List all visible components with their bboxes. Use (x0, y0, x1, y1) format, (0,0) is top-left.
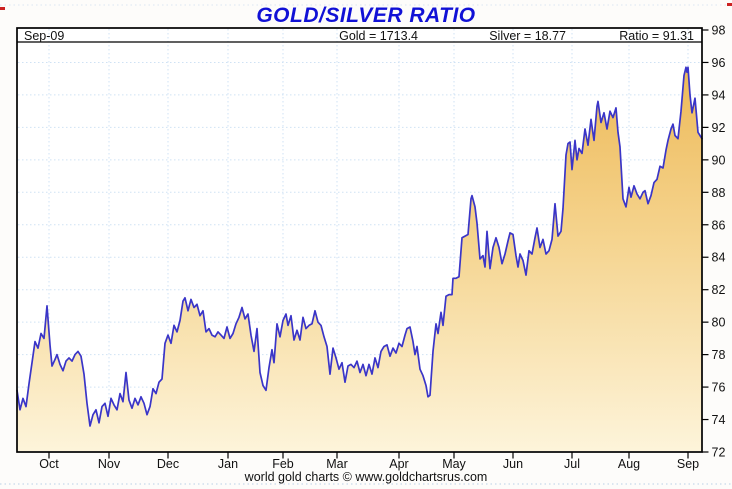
y-tick-label: 90 (712, 153, 726, 167)
x-tick-label: Aug (618, 457, 640, 471)
y-tick-label: 92 (712, 121, 726, 135)
plot-border (16, 27, 703, 453)
y-tick-label: 98 (712, 24, 726, 38)
x-tick-label: Jan (218, 457, 238, 471)
y-tick-label: 86 (712, 218, 726, 232)
x-tick-label: Mar (326, 457, 348, 471)
plot-area: 72 74 76 78 80 82 84 86 88 90 92 94 96 98 Oct Nov Dec Jan… (16, 24, 726, 471)
header-date-label: Sep-09 (24, 29, 64, 43)
x-tick-label: Jun (503, 457, 523, 471)
x-tick-label: Jul (564, 457, 580, 471)
y-tick-label: 80 (712, 316, 726, 330)
x-tick-label: Nov (98, 457, 121, 471)
ratio-area-fill (17, 67, 702, 452)
left-red-mark (0, 7, 5, 10)
header-gold-value: Gold = 1713.4 (339, 29, 418, 43)
x-tick-label: Feb (272, 457, 294, 471)
y-tick-label: 76 (712, 381, 726, 395)
chart-title: GOLD/SILVER RATIO (256, 4, 475, 27)
x-tick-label: Oct (39, 457, 59, 471)
ratio-line-series (16, 66, 703, 427)
right-red-mark (727, 3, 732, 6)
y-tick-label: 96 (712, 56, 726, 70)
x-tick-label: May (442, 457, 466, 471)
x-tick-label: Sep (677, 457, 699, 471)
y-tick-label: 82 (712, 283, 726, 297)
y-tick-label: 74 (712, 413, 726, 427)
x-tick-label: Apr (389, 457, 408, 471)
y-tick-label: 72 (712, 446, 726, 460)
y-tick-label: 84 (712, 251, 726, 265)
y-tick-label: 88 (712, 186, 726, 200)
header-silver-value: Silver = 18.77 (489, 29, 566, 43)
y-tick-label: 78 (712, 348, 726, 362)
x-tick-label: Dec (157, 457, 179, 471)
header-ratio-value: Ratio = 91.31 (619, 29, 694, 43)
footer-credit: world gold charts © www.goldchartsrus.co… (244, 470, 488, 484)
y-tick-label: 94 (712, 88, 726, 102)
